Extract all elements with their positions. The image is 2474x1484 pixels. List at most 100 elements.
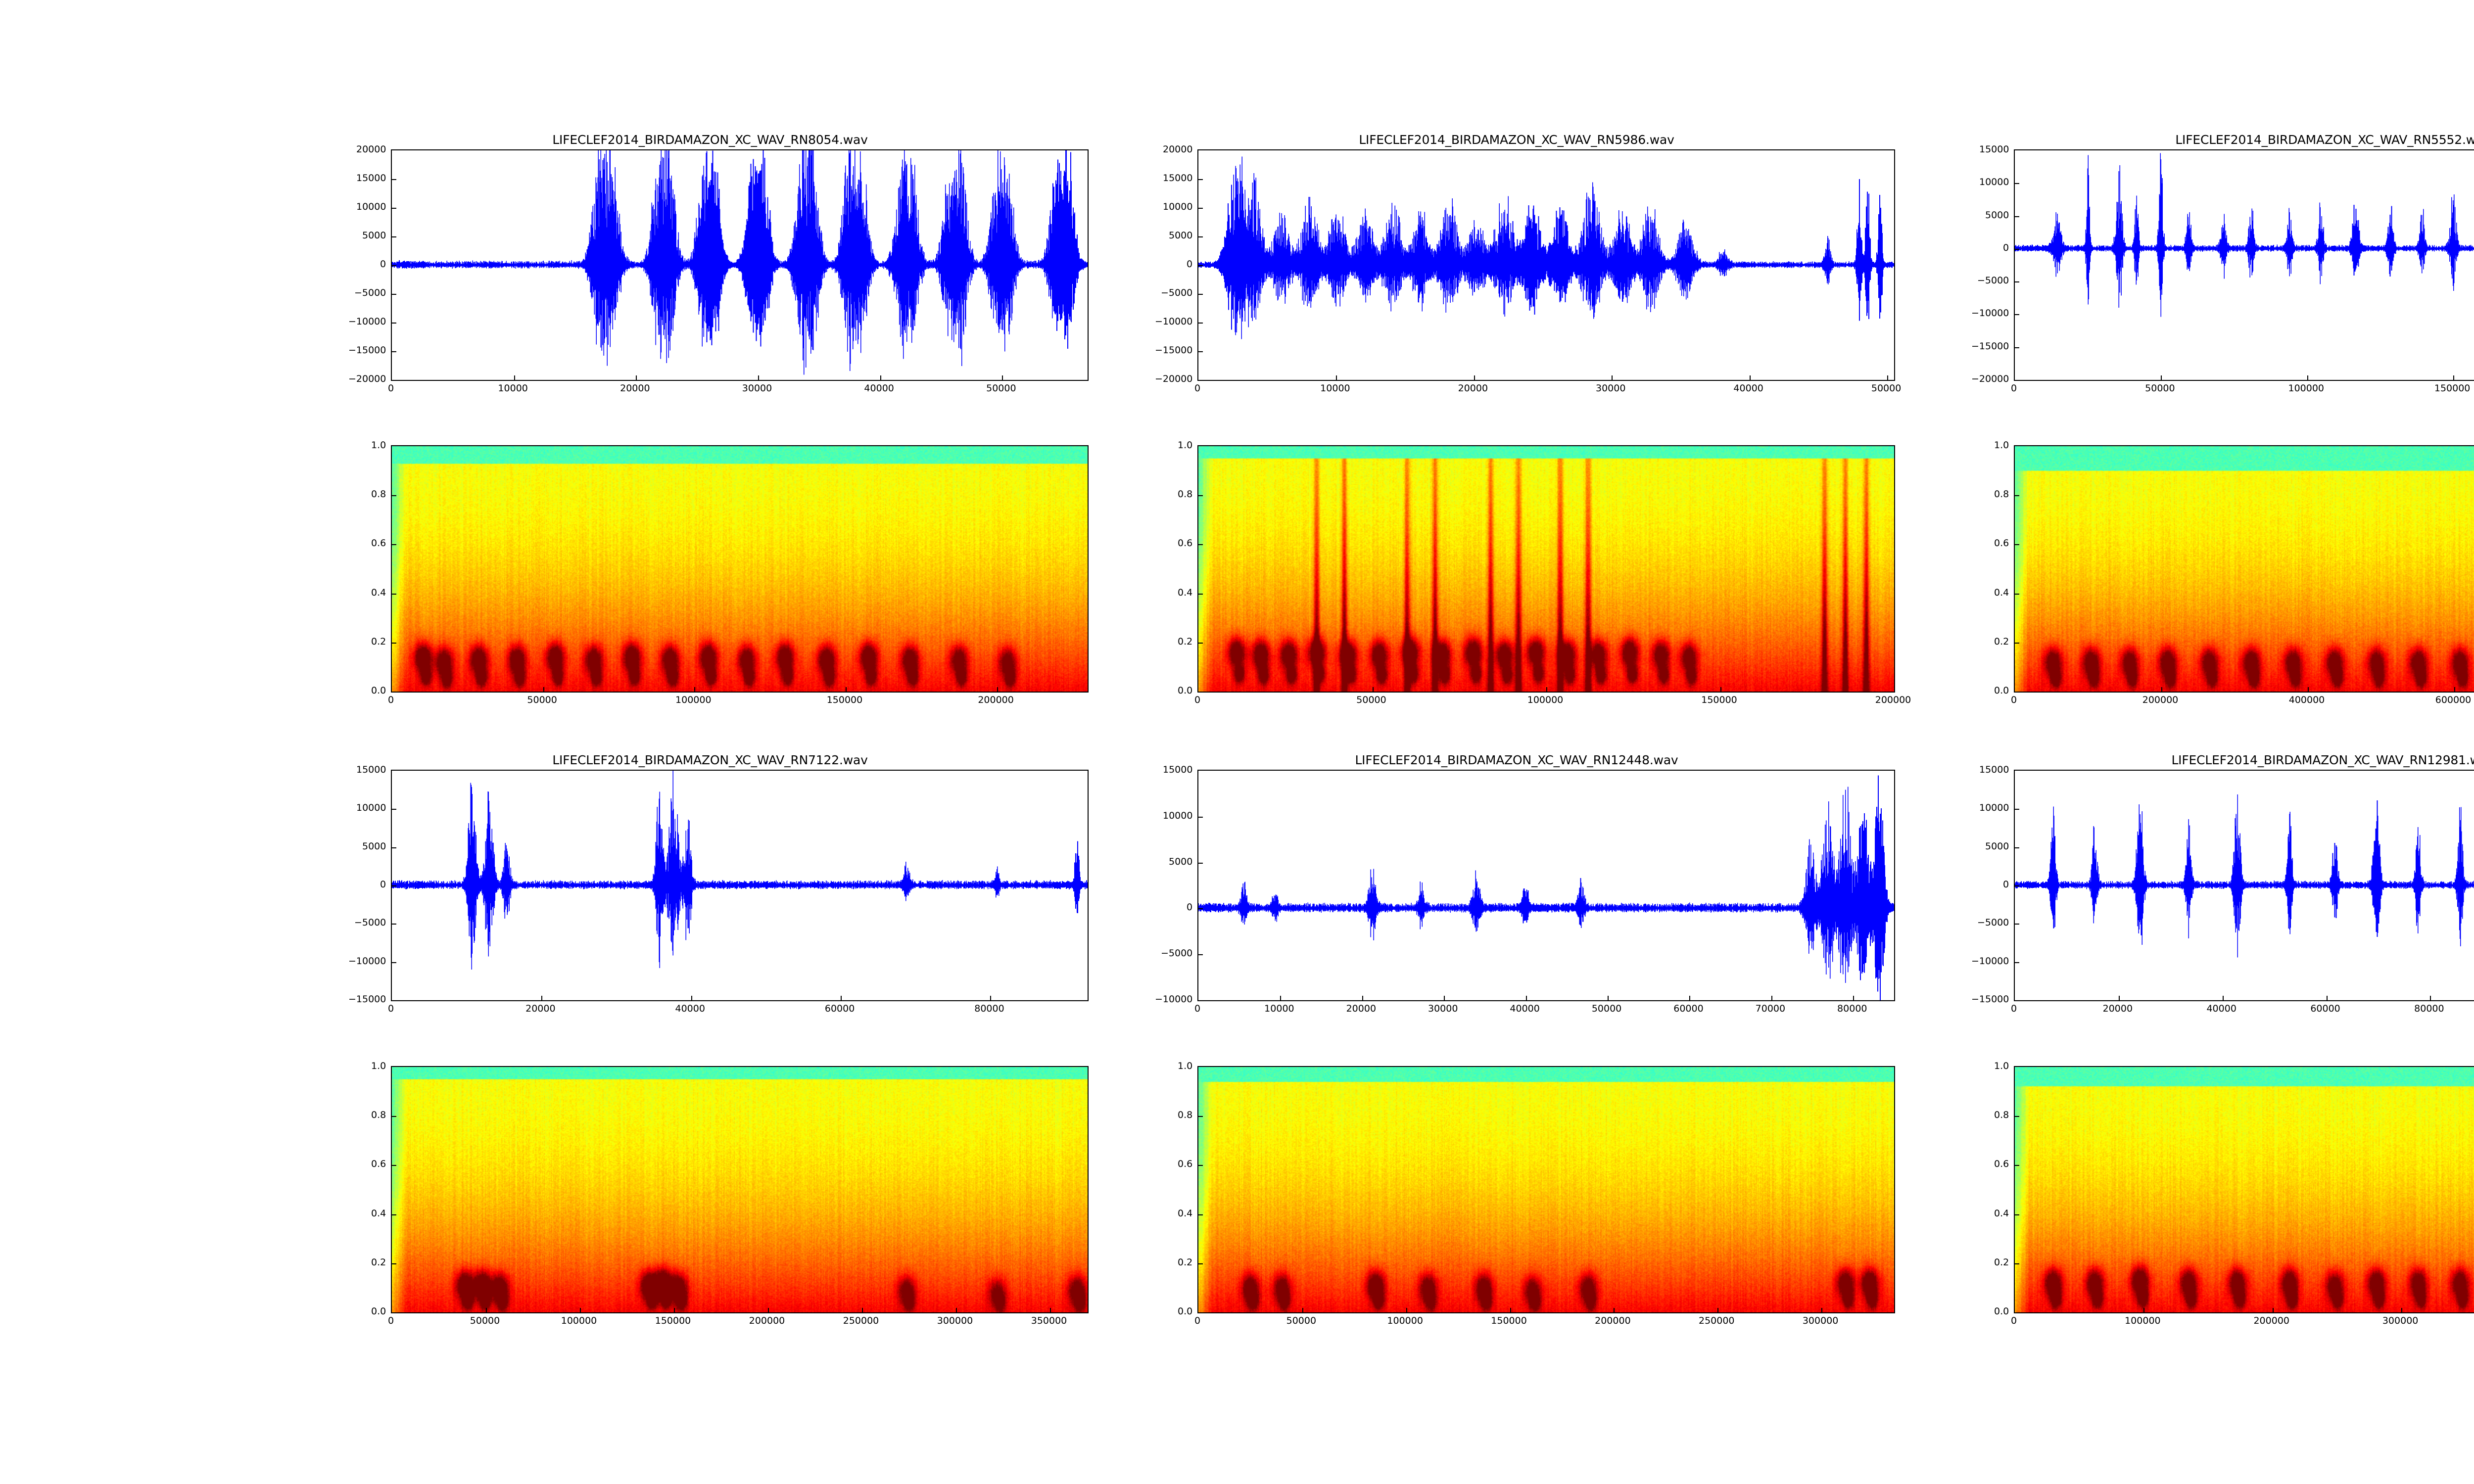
y-tick-mark <box>392 294 396 295</box>
y-tick-mark <box>2015 809 2019 810</box>
x-tick-mark <box>580 1308 581 1312</box>
y-tick-mark <box>392 1116 396 1117</box>
y-tick-label: 1.0 <box>1178 1061 1193 1071</box>
y-tick-mark <box>1198 495 1203 497</box>
y-tick-mark <box>1198 1116 1203 1117</box>
plot-title: LIFECLEF2014_BIRDAMAZON_XC_WAV_RN5986.wa… <box>1359 133 1674 147</box>
x-tick-label: 200000 <box>2253 1315 2289 1326</box>
x-tick-label: 200000 <box>749 1315 785 1326</box>
y-tick-label: 0.0 <box>1178 685 1193 696</box>
x-tick-mark <box>1853 996 1855 1000</box>
y-tick-label: −5000 <box>354 917 386 928</box>
x-tick-label: 60000 <box>824 1003 855 1014</box>
waveform-trace <box>392 771 1088 970</box>
plot-title: LIFECLEF2014_BIRDAMAZON_XC_WAV_RN8054.wa… <box>552 133 868 147</box>
y-tick-mark <box>2015 248 2019 250</box>
y-tick-mark <box>392 1165 396 1166</box>
panel-spec-2: 0.0 0.2 0.4 0.6 0.8 1.0 0 50000 100000 150000 2000… <box>1138 440 1911 722</box>
y-tick-label: −10000 <box>1155 316 1193 327</box>
x-tick-label: 40000 <box>675 1003 705 1014</box>
y-tick-label: 10000 <box>1979 177 2009 188</box>
x-tick-mark <box>1614 1308 1615 1312</box>
y-tick-label: 0.8 <box>371 489 386 500</box>
y-tick-label: 10000 <box>1163 810 1193 821</box>
y-tick-label: 0.8 <box>1178 489 1193 500</box>
y-tick-mark <box>392 1263 396 1264</box>
panel-wave-1: LIFECLEF2014_BIRDAMAZON_XC_WAV_RN8054.wa… <box>332 133 1089 411</box>
y-tick-mark <box>2015 962 2019 963</box>
y-tick-mark <box>392 323 396 324</box>
y-tick-label: −15000 <box>1971 994 2009 1005</box>
y-tick-label: 0.2 <box>371 1256 386 1268</box>
x-tick-mark <box>1525 996 1527 1000</box>
x-tick-mark <box>1608 996 1609 1000</box>
y-tick-label: −15000 <box>1155 345 1193 356</box>
spectrogram-image <box>2015 446 2474 692</box>
y-tick-mark <box>392 962 396 963</box>
y-tick-label: 0.0 <box>1994 685 2009 696</box>
y-tick-label: 0.4 <box>1994 587 2009 598</box>
x-tick-mark <box>1406 1308 1407 1312</box>
x-tick-mark <box>691 996 692 1000</box>
y-tick-label: 15000 <box>356 764 386 775</box>
x-tick-mark <box>1689 996 1691 1000</box>
y-tick-mark <box>2015 281 2019 283</box>
x-tick-mark <box>1771 996 1772 1000</box>
x-tick-mark <box>2161 375 2162 380</box>
y-tick-mark <box>392 236 396 237</box>
y-tick-label: 0.4 <box>1178 587 1193 598</box>
x-tick-mark <box>543 687 544 692</box>
y-tick-mark <box>1198 323 1203 324</box>
x-tick-label: 0 <box>1194 695 1201 705</box>
y-tick-mark <box>2015 1214 2019 1215</box>
y-tick-label: 1.0 <box>371 440 386 451</box>
y-tick-label: 0.0 <box>1178 1306 1193 1317</box>
x-tick-mark <box>2118 996 2120 1000</box>
y-tick-label: 5000 <box>1169 230 1193 241</box>
y-tick-mark <box>2015 1116 2019 1117</box>
x-tick-label: 70000 <box>1755 1003 1786 1014</box>
x-tick-label: 400000 <box>2288 695 2325 705</box>
x-tick-label: 350000 <box>1031 1315 1067 1326</box>
x-tick-mark <box>1749 375 1751 380</box>
x-tick-mark <box>1887 375 1889 380</box>
x-tick-label: 300000 <box>2382 1315 2419 1326</box>
x-tick-mark <box>694 687 696 692</box>
y-tick-mark <box>392 208 396 209</box>
x-tick-label: 80000 <box>1837 1003 1867 1014</box>
panel-spec-3: 0.00.20.40.60.81.00200000400000600000800… <box>1954 440 2474 722</box>
y-tick-label: 5000 <box>1169 856 1193 867</box>
y-tick-label: 0.6 <box>371 1159 386 1170</box>
x-tick-label: 100000 <box>561 1315 597 1326</box>
x-tick-mark <box>1002 375 1003 380</box>
y-tick-mark <box>1198 1165 1203 1166</box>
y-tick-label: −10000 <box>1971 955 2009 967</box>
x-tick-mark <box>636 375 637 380</box>
y-tick-mark <box>1198 294 1203 295</box>
axes-wave-5 <box>1197 770 1895 1001</box>
y-tick-mark <box>2015 347 2019 348</box>
y-tick-label: 0 <box>2003 242 2009 253</box>
x-tick-label: 300000 <box>937 1315 973 1326</box>
spectrogram-image <box>1198 446 1894 692</box>
x-tick-label: 50000 <box>1356 695 1386 705</box>
y-tick-label: 5000 <box>1985 840 2009 852</box>
y-tick-mark <box>2015 847 2019 848</box>
x-tick-label: 60000 <box>1673 1003 1704 1014</box>
plot-title: LIFECLEF2014_BIRDAMAZON_XC_WAV_RN12448.w… <box>1355 753 1678 767</box>
x-tick-label: 0 <box>387 1315 394 1326</box>
x-tick-mark <box>1510 1308 1511 1312</box>
x-tick-label: 200000 <box>1875 695 1911 705</box>
y-tick-label: 1.0 <box>371 1061 386 1071</box>
y-tick-mark <box>392 809 396 810</box>
y-tick-label: 0.6 <box>371 538 386 549</box>
panel-spec-5: 0.0 0.2 0.4 0.6 0.8 1.0 0 50000 100000 150000 2000… <box>1138 1061 1895 1343</box>
x-tick-label: 40000 <box>1510 1003 1540 1014</box>
x-tick-label: 0 <box>1194 1315 1201 1326</box>
y-tick-mark <box>392 179 396 180</box>
x-tick-mark <box>862 1308 863 1312</box>
y-tick-mark <box>392 351 396 352</box>
y-tick-label: 20000 <box>1163 144 1193 155</box>
x-tick-mark <box>1821 1308 1823 1312</box>
